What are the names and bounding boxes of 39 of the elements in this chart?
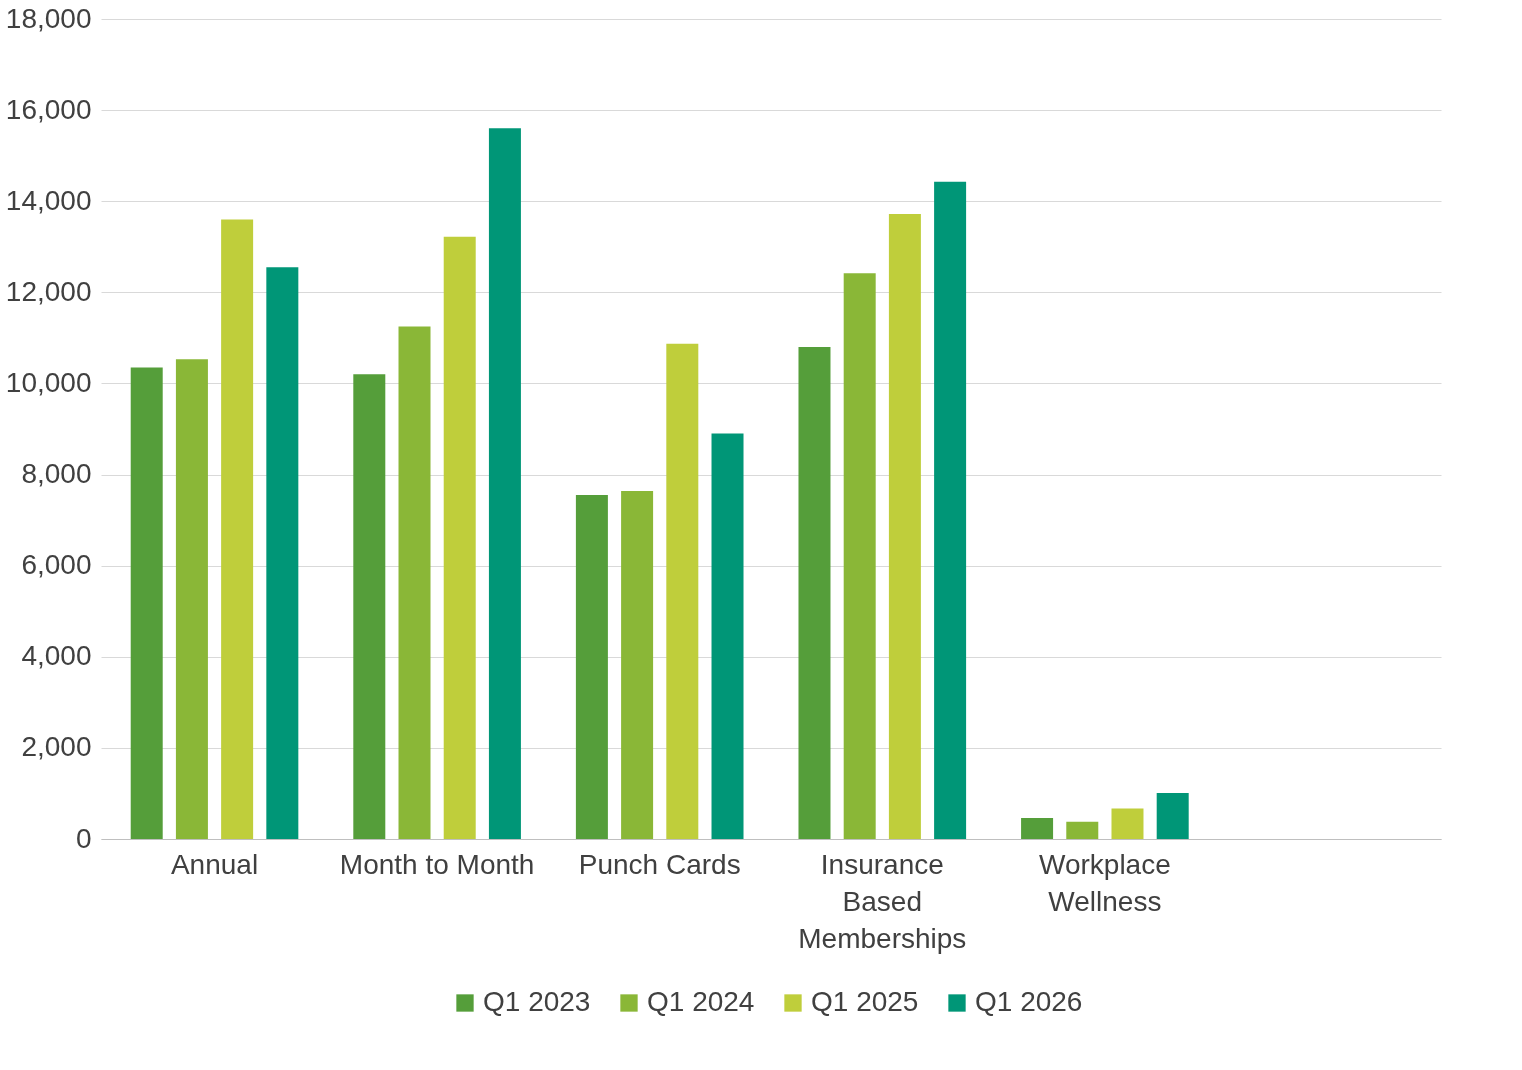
bar xyxy=(575,495,608,839)
bar xyxy=(1021,818,1054,839)
x-tick-label: Month to Month xyxy=(339,848,535,880)
y-tick-label: 12,000 xyxy=(5,275,92,307)
y-tick-label: 4,000 xyxy=(21,640,92,672)
y-tick-label: 10,000 xyxy=(5,366,92,398)
bar xyxy=(1066,821,1099,839)
bar xyxy=(398,326,431,839)
bar xyxy=(221,219,254,839)
bar xyxy=(443,236,476,839)
bar xyxy=(934,181,967,839)
legend-label: Q1 2023 xyxy=(483,986,591,1017)
bar xyxy=(1156,792,1189,839)
bar xyxy=(621,490,654,839)
y-tick-label: 18,000 xyxy=(5,2,92,34)
y-tick-label: 8,000 xyxy=(21,458,92,490)
legend-label: Q1 2025 xyxy=(811,986,919,1017)
bar xyxy=(843,273,876,839)
x-tick-label: Annual xyxy=(170,848,259,880)
bar xyxy=(353,374,386,839)
bar xyxy=(1111,808,1144,839)
bar xyxy=(175,359,208,839)
x-tick-label: Insurance Based Memberships xyxy=(798,848,967,954)
legend-label: Q1 2024 xyxy=(647,986,755,1017)
bar xyxy=(798,347,831,839)
x-tick-label: Workplace Wellness xyxy=(1039,848,1171,917)
bar xyxy=(266,267,299,839)
bar xyxy=(711,433,744,839)
bar xyxy=(130,367,163,839)
x-tick-label: Punch Cards xyxy=(578,848,741,880)
bar xyxy=(488,128,521,839)
y-tick-label: 16,000 xyxy=(5,93,92,125)
bar xyxy=(888,213,921,839)
y-tick-label: 14,000 xyxy=(5,184,92,216)
bar xyxy=(666,343,699,839)
y-tick-label: 6,000 xyxy=(21,549,92,581)
legend-label: Q1 2026 xyxy=(975,986,1083,1017)
y-tick-label: 2,000 xyxy=(21,731,92,763)
y-tick-label: 0 xyxy=(75,822,92,854)
